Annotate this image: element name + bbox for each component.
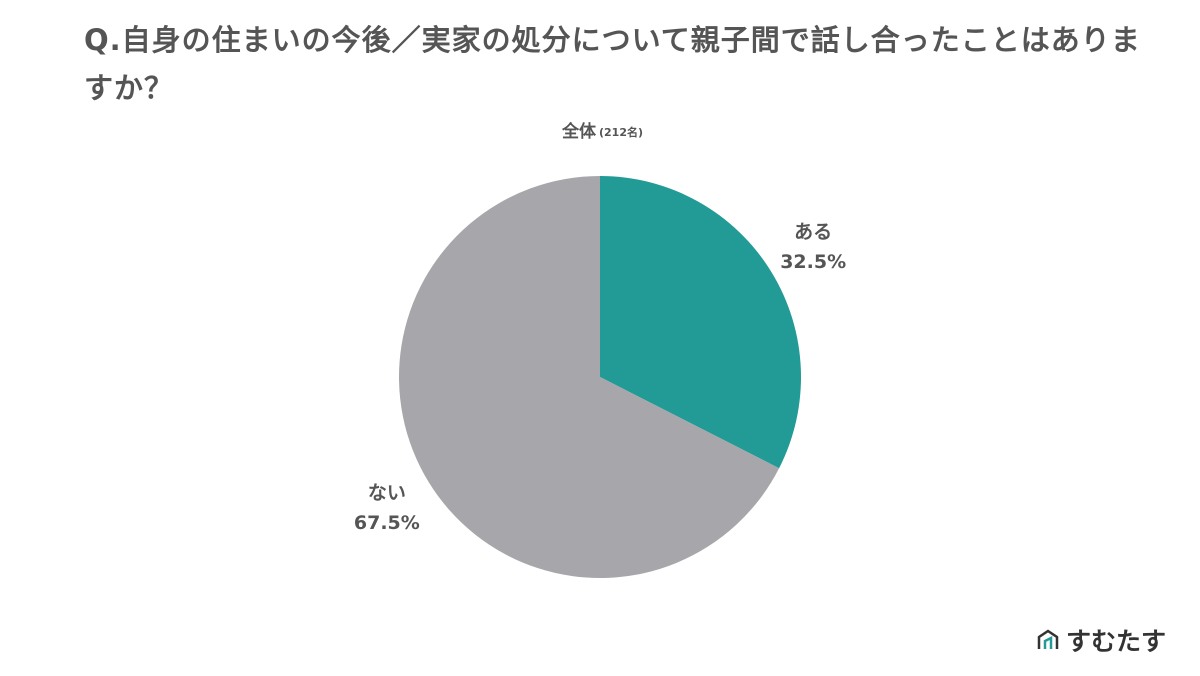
brand-icon bbox=[1037, 629, 1059, 649]
slice-category-label: ない bbox=[368, 482, 406, 504]
slice-value-label: 67.5% bbox=[354, 512, 420, 534]
brand-logo: すむたす bbox=[1036, 622, 1166, 658]
pie-slice bbox=[600, 176, 801, 469]
sample-size: (212名) bbox=[599, 125, 643, 139]
slice-value-label: 32.5% bbox=[780, 251, 846, 273]
subtitle: 全体 bbox=[561, 121, 597, 142]
chart-title: Q.自身の住まいの今後／実家の処分について親子間で話し合ったことはありますか？ bbox=[84, 23, 1141, 105]
slice-category-label: ある bbox=[794, 221, 832, 243]
brand-name: すむたす bbox=[1065, 627, 1166, 656]
pie-slice bbox=[399, 176, 780, 578]
